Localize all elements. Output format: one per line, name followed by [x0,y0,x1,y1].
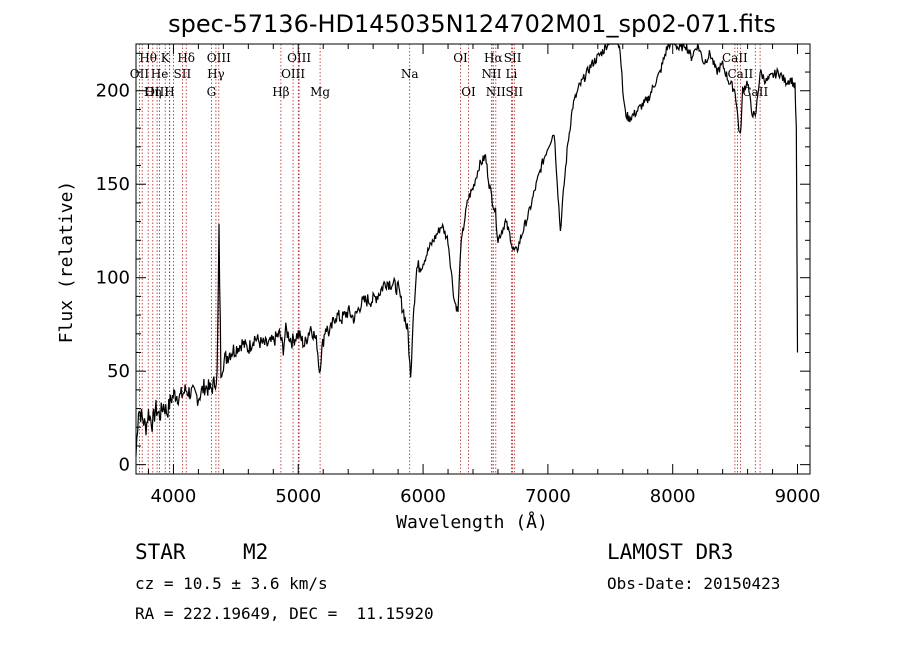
y-tick-label: 0 [119,455,130,476]
line-label-top-8: CaII [722,51,748,65]
line-label-mid-2: SII [174,67,192,81]
axes: 4000 5000 6000 7000 8000 9000 0 50 100 150 200 [96,44,821,507]
spectrum-line [135,42,799,456]
line-label-low-7: NII [486,85,506,99]
x-tick-label: 7000 [525,486,571,507]
y-tick-label: 200 [96,81,130,102]
y-tick-label: 50 [107,361,130,382]
observation-date: Obs-Date: 20150423 [607,574,781,593]
line-label-low-8: SII [505,85,523,99]
x-tick-label: 8000 [650,486,696,507]
redshift-cz: cz = 10.5 ± 3.6 km/s [135,574,328,593]
line-label-top-5: OI [453,51,468,65]
y-tick-label: 150 [96,174,130,195]
line-label-mid-5: Na [401,67,419,81]
survey-name: LAMOST DR3 [607,540,734,564]
line-label-low-9: CaII [742,85,768,99]
x-tick-label: 5000 [275,486,321,507]
line-label-low-1: Hη [144,85,162,99]
y-tick-label: 100 [96,268,130,289]
line-label-mid-0: OII [130,67,150,81]
line-label-mid-7: Li [505,67,517,81]
y-axis-label: Flux (relative) [56,181,77,344]
line-label-top-6: Hα [484,51,503,65]
line-label-mid-1: He [151,67,169,81]
line-label-low-2: H [164,85,174,99]
line-label-top-0: Hθ [139,51,157,65]
line-label-low-0: OIII [145,85,169,99]
line-label-top-2: Hδ [177,51,195,65]
line-label-mid-3: Hγ [207,67,225,81]
x-tick-label: 6000 [400,486,446,507]
object-class: STAR [135,540,186,564]
line-label-top-4: OIII [287,51,311,65]
line-label-mid-6: NII [482,67,502,81]
line-label-top-1: K [161,51,171,65]
object-subclass: M2 [243,540,269,564]
plot-frame [135,43,811,475]
line-label-top-3: OIII [207,51,231,65]
line-label-low-6: OI [461,85,476,99]
x-tick-label: 4000 [151,486,197,507]
line-label-low-4: Hβ [272,85,289,99]
x-axis-label: Wavelength (Å) [396,511,548,533]
line-label-top-7: SII [504,51,522,65]
line-label-mid-4: OIII [281,67,305,81]
chart-title: spec-57136-HD145035N124702M01_sp02-071.f… [168,10,776,38]
line-label-low-3: G [207,85,217,99]
coordinates: RA = 222.19649, DEC = 11.15920 [135,604,434,623]
line-label-low-5: Mg [310,85,330,99]
x-tick-label: 9000 [775,486,821,507]
line-label-mid-8: CaII [727,67,753,81]
